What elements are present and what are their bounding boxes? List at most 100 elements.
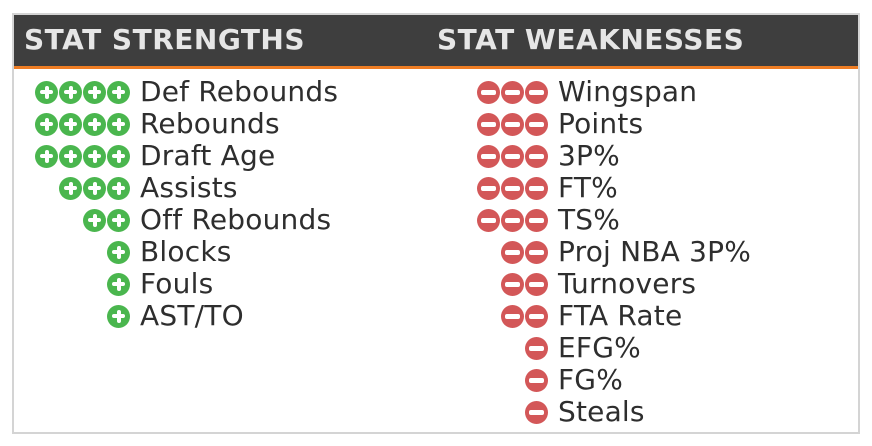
- weakness-level-indicator: [464, 400, 548, 424]
- panel-header: STAT STRENGTHS STAT WEAKNESSES: [14, 15, 858, 69]
- plus-circle-icon: [59, 112, 82, 136]
- strength-item: Assists: [22, 172, 338, 204]
- strength-label: Off Rebounds: [140, 203, 332, 236]
- strength-label: Draft Age: [140, 139, 276, 172]
- strength-label: Rebounds: [140, 107, 280, 140]
- weakness-label: Points: [558, 107, 644, 140]
- strength-item: AST/TO: [22, 300, 338, 332]
- strength-item: Def Rebounds: [22, 76, 338, 108]
- strength-level-indicator: [22, 240, 130, 264]
- strength-item: Fouls: [22, 268, 338, 300]
- minus-circle-icon: [525, 208, 548, 232]
- weakness-label: Wingspan: [558, 75, 698, 108]
- strength-level-indicator: [22, 112, 130, 136]
- minus-circle-icon: [525, 304, 548, 328]
- strength-level-indicator: [22, 176, 130, 200]
- strength-item: Draft Age: [22, 140, 338, 172]
- weakness-label: FT%: [558, 171, 618, 204]
- strength-label: Assists: [140, 171, 238, 204]
- minus-circle-icon: [501, 80, 524, 104]
- minus-circle-icon: [477, 176, 500, 200]
- strength-label: Blocks: [140, 235, 232, 268]
- strengths-title: STAT STRENGTHS: [24, 23, 306, 56]
- minus-circle-icon: [525, 144, 548, 168]
- minus-circle-icon: [525, 80, 548, 104]
- plus-circle-icon: [107, 80, 130, 104]
- weakness-level-indicator: [464, 304, 548, 328]
- plus-circle-icon: [83, 112, 106, 136]
- minus-circle-icon: [501, 304, 524, 328]
- plus-circle-icon: [35, 80, 58, 104]
- plus-circle-icon: [107, 240, 130, 264]
- minus-circle-icon: [501, 208, 524, 232]
- weakness-level-indicator: [464, 80, 548, 104]
- minus-circle-icon: [501, 240, 524, 264]
- minus-circle-icon: [477, 208, 500, 232]
- plus-circle-icon: [83, 144, 106, 168]
- plus-circle-icon: [59, 80, 82, 104]
- weakness-level-indicator: [464, 240, 548, 264]
- weakness-item: FT%: [464, 172, 751, 204]
- strength-label: Fouls: [140, 267, 214, 300]
- strength-item: Blocks: [22, 236, 338, 268]
- weakness-label: TS%: [558, 203, 621, 236]
- plus-circle-icon: [107, 208, 130, 232]
- minus-circle-icon: [477, 112, 500, 136]
- weakness-level-indicator: [464, 112, 548, 136]
- weaknesses-list: Wingspan Points 3P% FT% TS% Proj NBA 3P% Turno…: [464, 76, 751, 428]
- strength-level-indicator: [22, 304, 130, 328]
- weakness-label: Turnovers: [558, 267, 697, 300]
- strength-level-indicator: [22, 144, 130, 168]
- weakness-item: Proj NBA 3P%: [464, 236, 751, 268]
- weakness-label: EFG%: [558, 331, 641, 364]
- minus-circle-icon: [525, 368, 548, 392]
- minus-circle-icon: [501, 112, 524, 136]
- weakness-item: Steals: [464, 396, 751, 428]
- strength-label: Def Rebounds: [140, 75, 339, 108]
- plus-circle-icon: [107, 272, 130, 296]
- weakness-level-indicator: [464, 272, 548, 296]
- plus-circle-icon: [83, 80, 106, 104]
- strength-item: Rebounds: [22, 108, 338, 140]
- weakness-label: 3P%: [558, 139, 620, 172]
- strength-level-indicator: [22, 208, 130, 232]
- minus-circle-icon: [501, 176, 524, 200]
- weakness-level-indicator: [464, 208, 548, 232]
- weakness-level-indicator: [464, 368, 548, 392]
- plus-circle-icon: [107, 176, 130, 200]
- minus-circle-icon: [525, 240, 548, 264]
- minus-circle-icon: [525, 400, 548, 424]
- weakness-level-indicator: [464, 336, 548, 360]
- strengths-list: Def Rebounds Rebounds Draft Age Assists Off …: [22, 76, 338, 332]
- weakness-label: Proj NBA 3P%: [558, 235, 752, 268]
- weakness-label: Steals: [558, 395, 645, 428]
- weakness-item: Turnovers: [464, 268, 751, 300]
- plus-circle-icon: [83, 208, 106, 232]
- plus-circle-icon: [83, 176, 106, 200]
- minus-circle-icon: [501, 144, 524, 168]
- weakness-item: Wingspan: [464, 76, 751, 108]
- plus-circle-icon: [107, 112, 130, 136]
- weakness-label: FTA Rate: [558, 299, 683, 332]
- plus-circle-icon: [107, 144, 130, 168]
- strength-item: Off Rebounds: [22, 204, 338, 236]
- weakness-level-indicator: [464, 176, 548, 200]
- plus-circle-icon: [35, 112, 58, 136]
- plus-circle-icon: [59, 144, 82, 168]
- minus-circle-icon: [525, 176, 548, 200]
- minus-circle-icon: [525, 336, 548, 360]
- plus-circle-icon: [35, 144, 58, 168]
- minus-circle-icon: [477, 80, 500, 104]
- strength-level-indicator: [22, 272, 130, 296]
- weakness-item: FTA Rate: [464, 300, 751, 332]
- weaknesses-title: STAT WEAKNESSES: [437, 23, 745, 56]
- weakness-item: EFG%: [464, 332, 751, 364]
- stats-panel: STAT STRENGTHS STAT WEAKNESSES Def Rebou…: [12, 13, 860, 434]
- weakness-item: Points: [464, 108, 751, 140]
- strength-level-indicator: [22, 80, 130, 104]
- minus-circle-icon: [477, 144, 500, 168]
- weakness-item: TS%: [464, 204, 751, 236]
- plus-circle-icon: [59, 176, 82, 200]
- minus-circle-icon: [525, 112, 548, 136]
- weakness-level-indicator: [464, 144, 548, 168]
